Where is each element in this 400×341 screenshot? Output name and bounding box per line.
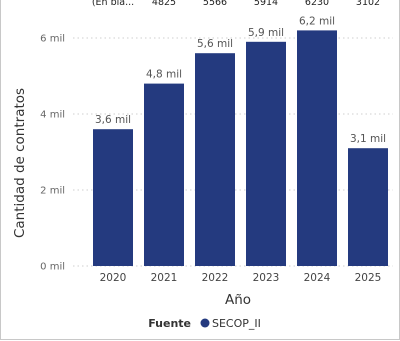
y-tick-label-1: 2 mil bbox=[40, 186, 65, 197]
x-tick-label-2022: 2022 bbox=[202, 272, 229, 284]
header-cell-4: 6230 bbox=[305, 0, 329, 8]
gridlines bbox=[73, 37, 393, 267]
legend-title: Fuente bbox=[148, 317, 191, 330]
bar-2020[interactable] bbox=[93, 129, 133, 266]
legend-item-secop-ii: SECOP_II bbox=[212, 317, 261, 330]
y-ticks: 0 mil 2 mil 4 mil 6 mil bbox=[40, 34, 65, 273]
bar-2022[interactable] bbox=[195, 53, 235, 267]
data-label-2022: 5,6 mil bbox=[197, 38, 233, 50]
header-cell-1: 4825 bbox=[152, 0, 176, 8]
data-label-2024: 6,2 mil bbox=[299, 15, 335, 27]
y-tick-label-3: 6 mil bbox=[40, 34, 65, 45]
bars bbox=[93, 30, 388, 267]
x-ticks: 2020 2021 2022 2023 2024 2025 bbox=[100, 272, 382, 284]
legend: Fuente SECOP_II bbox=[148, 317, 261, 330]
x-tick-label-2023: 2023 bbox=[253, 272, 280, 284]
y-axis-label: Cantidad de contratos bbox=[12, 88, 28, 238]
x-axis-label: Año bbox=[225, 292, 251, 308]
x-tick-label-2021: 2021 bbox=[151, 272, 178, 284]
bar-2023[interactable] bbox=[246, 41, 286, 266]
bar-2025[interactable] bbox=[348, 148, 388, 266]
data-label-2021: 4,8 mil bbox=[146, 69, 182, 81]
data-label-2025: 3,1 mil bbox=[350, 133, 386, 145]
bar-2021[interactable] bbox=[144, 83, 184, 266]
x-tick-label-2020: 2020 bbox=[100, 272, 127, 284]
data-labels: 3,6 mil 4,8 mil 5,6 mil 5,9 mil 6,2 mil 3,1 m… bbox=[95, 15, 386, 145]
header-cell-0: (En bla... bbox=[92, 0, 134, 8]
header-row: (En bla... 4825 5566 5914 6230 3102 bbox=[92, 0, 380, 8]
bar-2024[interactable] bbox=[297, 30, 337, 267]
legend-marker-secop-ii bbox=[200, 318, 210, 328]
header-cell-3: 5914 bbox=[254, 0, 278, 8]
x-tick-label-2024: 2024 bbox=[304, 272, 331, 284]
y-tick-label-2: 4 mil bbox=[40, 110, 65, 121]
header-cell-5: 3102 bbox=[356, 0, 380, 8]
header-cell-2: 5566 bbox=[203, 0, 227, 8]
data-label-2020: 3,6 mil bbox=[95, 114, 131, 126]
y-tick-label-0: 0 mil bbox=[40, 262, 65, 273]
data-label-2023: 5,9 mil bbox=[248, 27, 284, 39]
x-tick-label-2025: 2025 bbox=[355, 272, 382, 284]
